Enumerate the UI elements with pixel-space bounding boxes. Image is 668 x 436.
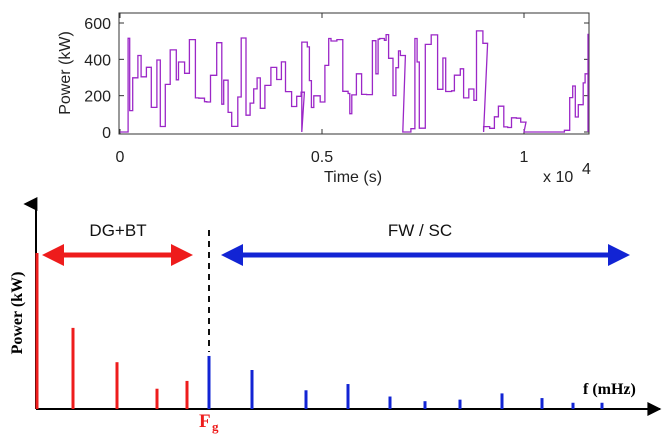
y-tick-label: 200 — [84, 89, 111, 106]
fg-label: F — [199, 411, 211, 432]
fg-marker: F g — [199, 411, 219, 434]
fw-sc-label: FW / SC — [388, 221, 452, 240]
blue-bar — [500, 393, 504, 409]
y-axis-label: Power (kW) — [57, 31, 74, 115]
spectrum-chart: Power (kW) f (mHz) F g DG+BT FW / SC — [9, 197, 662, 434]
y-tick-label: 400 — [84, 52, 111, 69]
red-bar — [71, 327, 75, 409]
time-series-chart: 00.511.520200400600 Time (s) Power (kW) … — [57, 12, 591, 186]
power-trace-line — [120, 30, 589, 133]
blue-bar — [571, 402, 575, 409]
x-axis-label: Time (s) — [324, 169, 382, 186]
band-dg-bt: DG+BT — [42, 221, 193, 266]
y-tick-label: 0 — [102, 125, 111, 142]
blue-bar — [388, 396, 392, 409]
y-tick-label: 600 — [84, 16, 111, 33]
blue-bar — [458, 399, 462, 409]
dg-bt-label: DG+BT — [89, 221, 146, 240]
spectrum-y-label: Power (kW) — [9, 272, 26, 355]
spectrum-bars — [35, 253, 604, 409]
plot-area-frame — [118, 12, 590, 135]
power-trace — [120, 30, 589, 133]
spectrum-x-label: f (mHz) — [583, 381, 636, 398]
blue-bar — [423, 401, 427, 409]
x-tick-label: 0.5 — [311, 149, 333, 166]
blue-bar — [207, 355, 211, 409]
time-series-ticks: 00.511.520200400600 — [84, 13, 589, 166]
blue-bar — [540, 398, 544, 409]
band-fw-sc: FW / SC — [221, 221, 630, 266]
fg-subscript: g — [212, 419, 219, 434]
red-bar — [115, 362, 119, 409]
x-tick-label: 0 — [116, 149, 125, 166]
red-bar — [35, 253, 39, 409]
fw-sc-arrow-left-head — [221, 244, 243, 266]
x-axis-exponent: x 10 4 — [543, 161, 591, 186]
x-tick-label: 1 — [520, 149, 529, 166]
red-bar — [155, 388, 159, 409]
red-bar — [185, 380, 189, 409]
blue-bar — [346, 384, 350, 409]
dg-bt-arrow-right-head — [171, 244, 193, 266]
x-exponent-power: 4 — [582, 161, 591, 178]
blue-bar — [250, 370, 254, 409]
blue-bar — [600, 402, 604, 409]
blue-bar — [304, 390, 308, 409]
x-exponent-base: x 10 — [543, 169, 573, 186]
dg-bt-arrow-left-head — [42, 244, 64, 266]
fw-sc-arrow-right-head — [608, 244, 630, 266]
